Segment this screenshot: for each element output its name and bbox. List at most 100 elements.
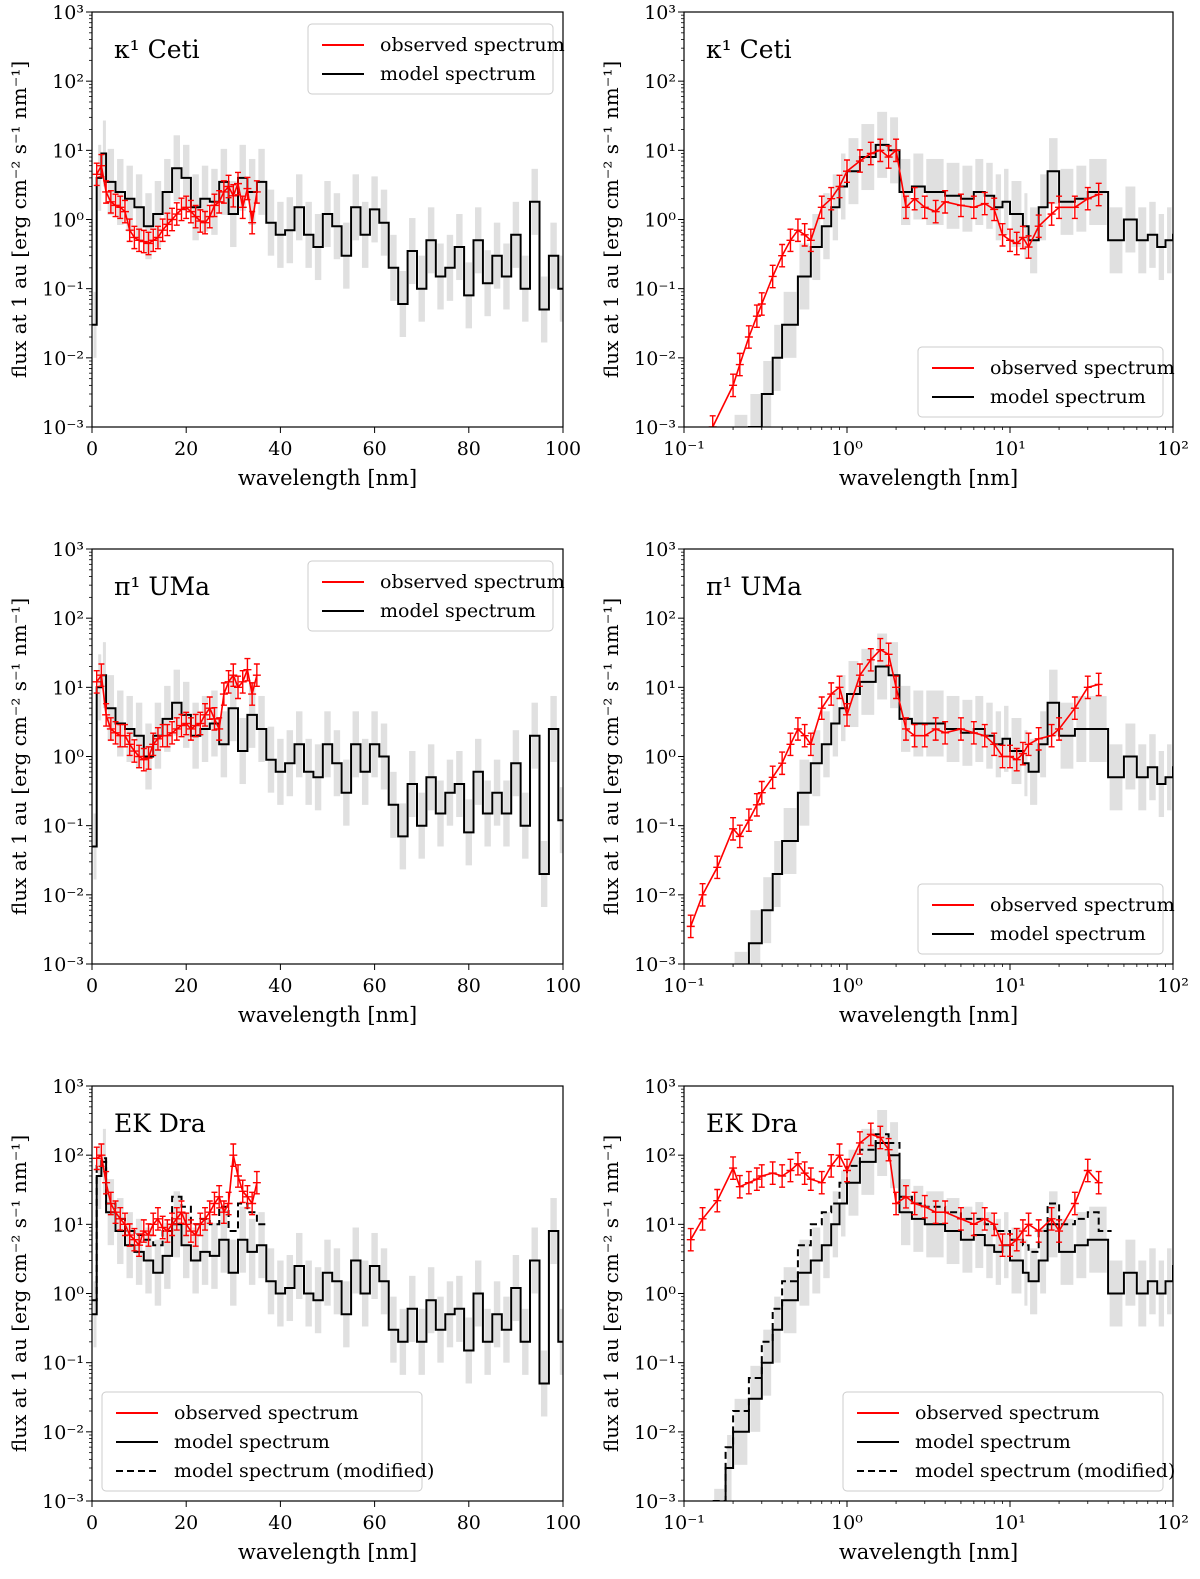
y-tick-label: 10⁰: [644, 210, 676, 232]
y-tick-label: 10³: [52, 539, 84, 561]
observed-data-point: [144, 746, 153, 770]
observed-data-point: [990, 732, 999, 757]
observed-data-point: [931, 717, 940, 741]
observed-data-point: [102, 702, 111, 727]
observed-data-point: [92, 162, 101, 187]
observed-data-point: [708, 415, 717, 427]
x-tick-label: 60: [363, 1512, 387, 1534]
observed-data-point: [910, 723, 919, 748]
observed-data-point: [892, 675, 901, 700]
observed-data-point: [806, 1167, 815, 1192]
observed-data-point: [1006, 744, 1014, 769]
observed-data-point: [956, 1207, 965, 1231]
observed-data-point: [1083, 1158, 1092, 1183]
legend-label: model spectrum: [990, 386, 1146, 408]
y-tick-label: 10⁻³: [42, 1491, 84, 1513]
plot-area: [686, 633, 1173, 964]
legend-label: observed spectrum: [380, 571, 565, 593]
y-tick-label: 10⁻²: [42, 885, 84, 907]
x-tick-label: 10²: [1157, 975, 1189, 997]
observed-data-point: [1083, 186, 1092, 211]
observed-data-point: [163, 723, 172, 748]
legend-frame: [842, 1391, 1164, 1492]
y-tick-label: 10⁻¹: [634, 279, 676, 301]
star-name: κ¹ Ceti: [706, 35, 792, 64]
observed-data-point: [1018, 741, 1027, 766]
x-axis-label: wavelength [nm]: [839, 1003, 1018, 1027]
observed-data-point: [163, 212, 172, 237]
observed-data-point: [238, 1179, 247, 1204]
uncertainty-band-bar: [750, 393, 761, 427]
x-tick-label: 80: [457, 1512, 481, 1534]
observed-data-point: [941, 1200, 950, 1225]
legend-label: observed spectrum: [174, 1402, 359, 1424]
observed-data-point: [248, 1191, 257, 1216]
observed-data-point: [910, 1191, 919, 1216]
observed-data-point: [172, 717, 181, 741]
observed-data-point: [827, 682, 836, 706]
observed-data-point: [139, 747, 148, 772]
x-tick-label: 40: [268, 438, 292, 460]
y-axis-label: flux at 1 au [erg cm⁻² s⁻¹ nm⁻¹]: [599, 1135, 623, 1452]
observed-data-point: [135, 744, 144, 769]
observed-data-point: [106, 717, 115, 741]
observed-data-point: [116, 195, 125, 220]
observed-data-point: [931, 1200, 940, 1225]
observed-data-point: [243, 176, 252, 201]
observed-data-point: [901, 1184, 910, 1209]
plot-area: [92, 120, 563, 358]
observed-data-point: [768, 765, 777, 790]
observed-data-point: [866, 141, 875, 166]
y-tick-label: 10⁻¹: [42, 816, 84, 838]
observed-data-point: [215, 189, 224, 214]
y-axis-label: flux at 1 au [erg cm⁻² s⁻¹ nm⁻¹]: [7, 598, 31, 915]
observed-data-point: [1034, 214, 1043, 239]
y-tick-label: 10²: [52, 71, 84, 93]
observed-data-point: [252, 1170, 261, 1195]
observed-data-point: [920, 195, 929, 220]
observed-data-point: [1006, 228, 1014, 253]
observed-data-point: [219, 180, 228, 204]
observed-data-point: [130, 225, 139, 250]
x-tick-label: 0: [86, 438, 98, 460]
observed-data-point: [998, 1233, 1007, 1258]
observed-data-point: [201, 702, 210, 727]
legend-label: model spectrum: [380, 63, 536, 85]
x-tick-label: 10¹: [994, 975, 1026, 997]
y-tick-label: 10⁻²: [42, 348, 84, 370]
observed-data-point: [1034, 1219, 1043, 1243]
observed-data-point: [224, 669, 233, 694]
observed-data-point: [980, 1207, 989, 1231]
observed-data-point: [234, 171, 243, 196]
observed-data-point: [97, 153, 106, 178]
x-axis-label: wavelength [nm]: [839, 1540, 1018, 1564]
observed-data-point: [191, 713, 200, 738]
observed-data-point: [172, 1207, 181, 1231]
uncertainty-band-bar: [734, 951, 748, 964]
observed-data-point: [168, 720, 177, 745]
observed-data-point: [969, 195, 978, 220]
observed-data-point: [130, 739, 139, 763]
y-tick-label: 10¹: [52, 677, 84, 699]
observed-data-point: [793, 1151, 802, 1176]
uncertainty-band-bar: [734, 414, 748, 427]
observed-data-point: [182, 1212, 191, 1237]
observed-data-point: [843, 702, 851, 727]
observed-data-point: [177, 1200, 186, 1225]
observed-data-point: [215, 717, 224, 741]
observed-data-point: [698, 882, 707, 907]
legend-frame: [917, 883, 1164, 955]
observed-data-point: [990, 197, 999, 222]
observed-data-point: [234, 675, 243, 700]
observed-data-point: [201, 210, 210, 235]
observed-data-point: [111, 1200, 120, 1225]
x-tick-label: 10⁰: [831, 1512, 863, 1534]
observed-data-point: [990, 1212, 999, 1237]
y-tick-label: 10⁻¹: [42, 279, 84, 301]
observed-data-point: [149, 732, 158, 757]
star-name: κ¹ Ceti: [114, 35, 200, 64]
observed-data-point: [238, 195, 247, 220]
observed-data-point: [210, 1191, 219, 1216]
observed-data-point: [901, 195, 910, 220]
legend-label: observed spectrum: [380, 34, 565, 56]
